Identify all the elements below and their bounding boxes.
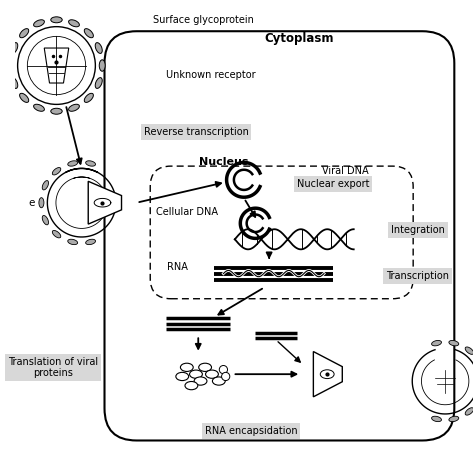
Ellipse shape — [199, 363, 211, 372]
Text: Transcription: Transcription — [386, 271, 449, 281]
Ellipse shape — [432, 340, 441, 346]
Circle shape — [219, 365, 228, 374]
Ellipse shape — [42, 181, 48, 190]
Polygon shape — [44, 48, 69, 83]
Ellipse shape — [432, 416, 441, 422]
FancyBboxPatch shape — [150, 166, 413, 299]
Ellipse shape — [449, 416, 459, 422]
Text: Surface glycoprotein: Surface glycoprotein — [153, 15, 254, 25]
Ellipse shape — [465, 347, 474, 355]
Ellipse shape — [51, 108, 62, 114]
Ellipse shape — [465, 408, 474, 415]
Ellipse shape — [84, 28, 93, 38]
Ellipse shape — [194, 377, 207, 385]
FancyBboxPatch shape — [104, 31, 454, 440]
Text: Nuclear export: Nuclear export — [297, 180, 369, 190]
Circle shape — [18, 27, 95, 104]
Text: Unknown receptor: Unknown receptor — [166, 70, 256, 80]
Ellipse shape — [19, 28, 29, 38]
Ellipse shape — [11, 43, 18, 54]
Ellipse shape — [69, 20, 79, 27]
Ellipse shape — [19, 93, 29, 102]
Circle shape — [27, 36, 86, 95]
Ellipse shape — [212, 377, 225, 385]
Ellipse shape — [95, 43, 102, 54]
Polygon shape — [88, 181, 121, 224]
Text: Cellular DNA: Cellular DNA — [156, 207, 218, 217]
Circle shape — [221, 373, 230, 381]
Ellipse shape — [34, 104, 45, 111]
Ellipse shape — [181, 363, 193, 372]
Ellipse shape — [185, 382, 198, 390]
Ellipse shape — [52, 167, 61, 175]
Text: Nucleus: Nucleus — [199, 156, 248, 166]
Text: Viral DNA: Viral DNA — [322, 166, 368, 176]
Text: Cytoplasm: Cytoplasm — [264, 32, 334, 45]
Ellipse shape — [68, 161, 78, 166]
Text: e: e — [28, 198, 35, 208]
Ellipse shape — [320, 370, 334, 379]
Ellipse shape — [99, 60, 105, 71]
Ellipse shape — [68, 239, 78, 245]
Ellipse shape — [86, 239, 96, 245]
Ellipse shape — [39, 198, 44, 208]
Ellipse shape — [52, 230, 61, 238]
Ellipse shape — [51, 17, 62, 23]
Ellipse shape — [84, 93, 93, 102]
Text: Integration: Integration — [391, 225, 445, 235]
Ellipse shape — [95, 78, 102, 89]
Ellipse shape — [34, 20, 45, 27]
Text: RNA: RNA — [167, 262, 188, 272]
Ellipse shape — [69, 104, 79, 111]
Ellipse shape — [206, 370, 219, 378]
Ellipse shape — [11, 78, 18, 89]
Ellipse shape — [449, 340, 459, 346]
Ellipse shape — [176, 373, 189, 381]
Ellipse shape — [42, 216, 48, 225]
Ellipse shape — [190, 370, 202, 378]
Text: RNA encapsidation: RNA encapsidation — [204, 426, 297, 437]
Ellipse shape — [86, 161, 96, 166]
Text: Translation of viral
proteins: Translation of viral proteins — [8, 356, 98, 378]
Text: Reverse transcription: Reverse transcription — [144, 127, 248, 137]
Polygon shape — [313, 352, 342, 397]
Ellipse shape — [8, 60, 14, 71]
